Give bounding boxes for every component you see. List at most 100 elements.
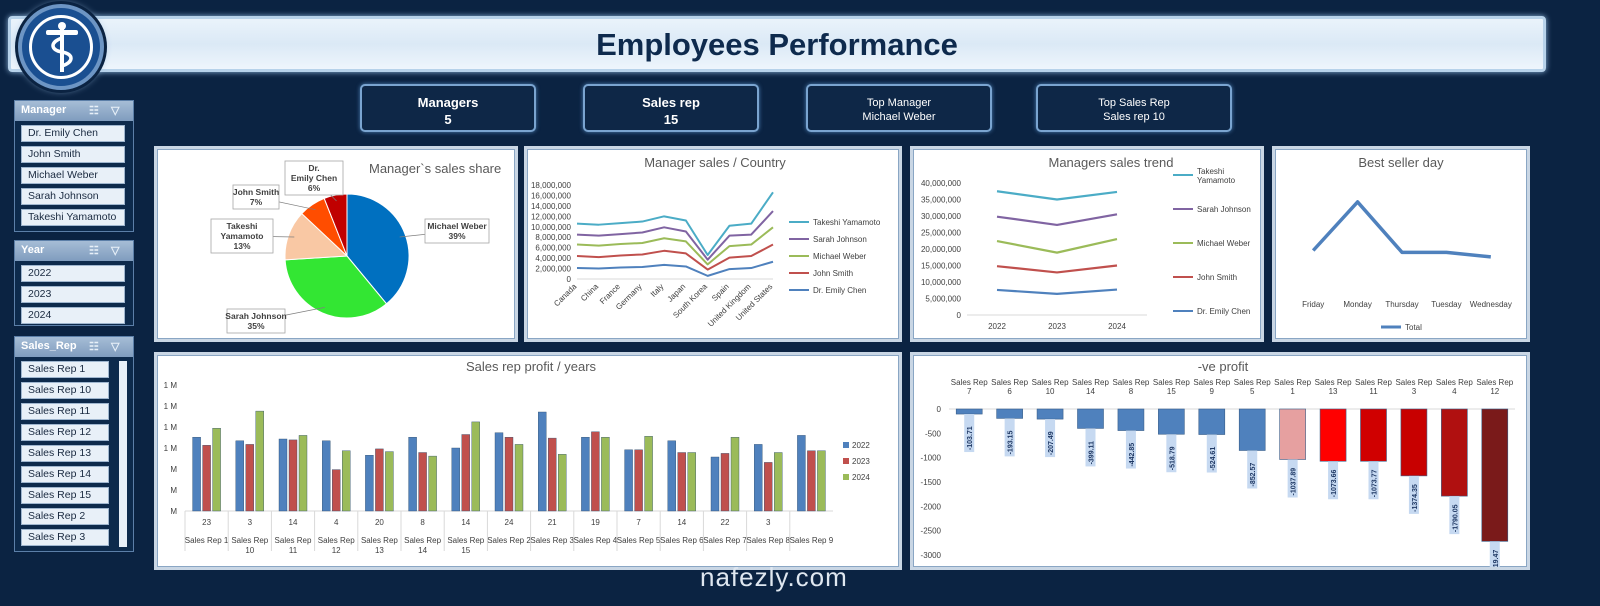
series-line	[1311, 200, 1491, 259]
kpi-value: Sales rep 10	[1103, 111, 1165, 123]
manager-slicer-title: Manager	[21, 104, 67, 116]
category-label: 9	[1210, 387, 1215, 396]
slice-name-label: Takeshi	[226, 221, 257, 231]
bar	[278, 438, 288, 512]
y-tick-label: M	[170, 486, 177, 495]
legend-label: Yamamoto	[1197, 176, 1236, 185]
neg-profit-chart-panel: -ve profit 0 -500 -1000 -1500 -2000 -2500 -3000…	[910, 352, 1530, 580]
slicer-item[interactable]: 2024	[21, 307, 125, 324]
kpi-label: Managers	[417, 95, 479, 110]
clear-filter-icon[interactable]: ▽	[111, 245, 120, 257]
slicer-item[interactable]: Sales Rep 15	[21, 487, 109, 504]
clear-filter-icon[interactable]: ▽	[111, 105, 120, 117]
y-tick-label: 12,000,000	[531, 212, 572, 221]
multi-select-icon[interactable]: ☷	[89, 105, 99, 117]
data-label-bg	[1045, 419, 1056, 458]
bar	[418, 452, 427, 512]
bar	[255, 410, 265, 512]
category-label: Sales Rep	[1476, 378, 1513, 387]
slice-percent-label: 7%	[250, 197, 263, 207]
y-tick-label: 0	[957, 311, 962, 320]
series-line	[576, 243, 774, 271]
legend-label: Dr. Emily Chen	[813, 286, 866, 295]
legend-label: Total	[1405, 323, 1422, 332]
multi-select-icon[interactable]: ☷	[89, 245, 99, 257]
y-tick-label: -2500	[921, 527, 942, 536]
rank-label: 22	[721, 518, 730, 527]
y-tick-label: 1 M	[164, 402, 178, 411]
x-tick-label: Canada	[552, 282, 579, 309]
sales-rep-scrollbar[interactable]	[119, 361, 127, 547]
data-label-box	[284, 160, 344, 196]
kpi-value: Michael Weber	[862, 111, 936, 123]
y-tick-label: 8,000,000	[535, 233, 571, 242]
slicer-item[interactable]: John Smith	[21, 146, 125, 163]
data-label: -1790.05	[1452, 504, 1459, 532]
data-label-bg	[1368, 461, 1379, 500]
data-label-bg	[1085, 428, 1096, 467]
legend-label: Michael Weber	[1197, 239, 1251, 248]
bar	[245, 444, 255, 512]
data-label: -1073.66	[1331, 470, 1338, 498]
slicer-item[interactable]: Dr. Emily Chen	[21, 125, 125, 142]
slice-percent-label: 6%	[308, 183, 321, 193]
rank-label: 20	[375, 518, 384, 527]
slicer-item[interactable]: Michael Weber	[21, 167, 125, 184]
bar	[1077, 408, 1104, 429]
y-tick-label: -1500	[921, 478, 942, 487]
rank-label: 19	[591, 518, 600, 527]
data-label: -1374.35	[1412, 484, 1419, 512]
category-label: Sales Rep 1	[185, 536, 229, 545]
series-line	[576, 260, 774, 277]
bar	[1036, 408, 1064, 420]
bar	[687, 452, 696, 512]
y-tick-label: 0	[937, 405, 942, 414]
bar	[212, 427, 221, 512]
slicer-item[interactable]: Takeshi Yamamoto	[21, 209, 125, 226]
y-tick-label: 1 M	[164, 423, 178, 432]
bar	[754, 444, 763, 512]
watermark: nafezly.com	[700, 562, 848, 592]
bar	[644, 436, 653, 512]
data-label-bg	[1166, 434, 1177, 473]
category-label: 12	[332, 546, 341, 555]
category-label: 1	[1290, 387, 1295, 396]
y-tick-label: 1 M	[164, 381, 178, 390]
multi-select-icon[interactable]: ☷	[89, 341, 99, 353]
slicer-item[interactable]: Sarah Johnson	[21, 188, 125, 205]
slicer-item[interactable]: Sales Rep 3	[21, 529, 109, 546]
slice-percent-label: 39%	[448, 231, 465, 241]
legend-swatch	[843, 458, 849, 464]
data-label-box	[210, 218, 274, 254]
data-label-bg	[964, 414, 975, 453]
y-tick-label: 18,000,000	[531, 181, 572, 190]
slicer-item[interactable]: Sales Rep 14	[21, 466, 109, 483]
category-label: Sales Rep	[1355, 378, 1392, 387]
slicer-item[interactable]: 2023	[21, 286, 125, 303]
slicer-item[interactable]: Sales Rep 11	[21, 403, 109, 420]
profit-chart-panel: Sales rep profit / years M M M 1 M 1 M 1 M 1 M 2…	[154, 352, 902, 570]
bar	[1441, 408, 1468, 497]
slicer-item[interactable]: Sales Rep 1	[21, 361, 109, 378]
slicer-item[interactable]: Sales Rep 12	[21, 424, 109, 441]
bar	[192, 436, 201, 512]
legend-label: Sarah Johnson	[813, 235, 867, 244]
y-tick-label: 2,000,000	[535, 265, 571, 274]
slicer-item[interactable]: Sales Rep 2	[21, 508, 109, 525]
category-label: Sales Rep 8	[746, 536, 790, 545]
category-label: 13	[1329, 387, 1338, 396]
clear-filter-icon[interactable]: ▽	[111, 341, 120, 353]
slicer-item[interactable]: 2022	[21, 265, 125, 282]
category-label: Sales Rep	[1112, 378, 1149, 387]
legend-label: John Smith	[1197, 273, 1237, 282]
category-label: Sales Rep	[991, 378, 1028, 387]
category-label: Sales Rep	[1436, 378, 1473, 387]
category-label: 10	[1046, 387, 1055, 396]
bar	[591, 431, 600, 512]
kpi-sales-rep: Sales rep 15	[583, 84, 759, 132]
slicer-item[interactable]: Sales Rep 10	[21, 382, 109, 399]
category-label: 14	[418, 546, 427, 555]
bar	[235, 440, 245, 512]
bar	[331, 469, 341, 512]
slicer-item[interactable]: Sales Rep 13	[21, 445, 109, 462]
